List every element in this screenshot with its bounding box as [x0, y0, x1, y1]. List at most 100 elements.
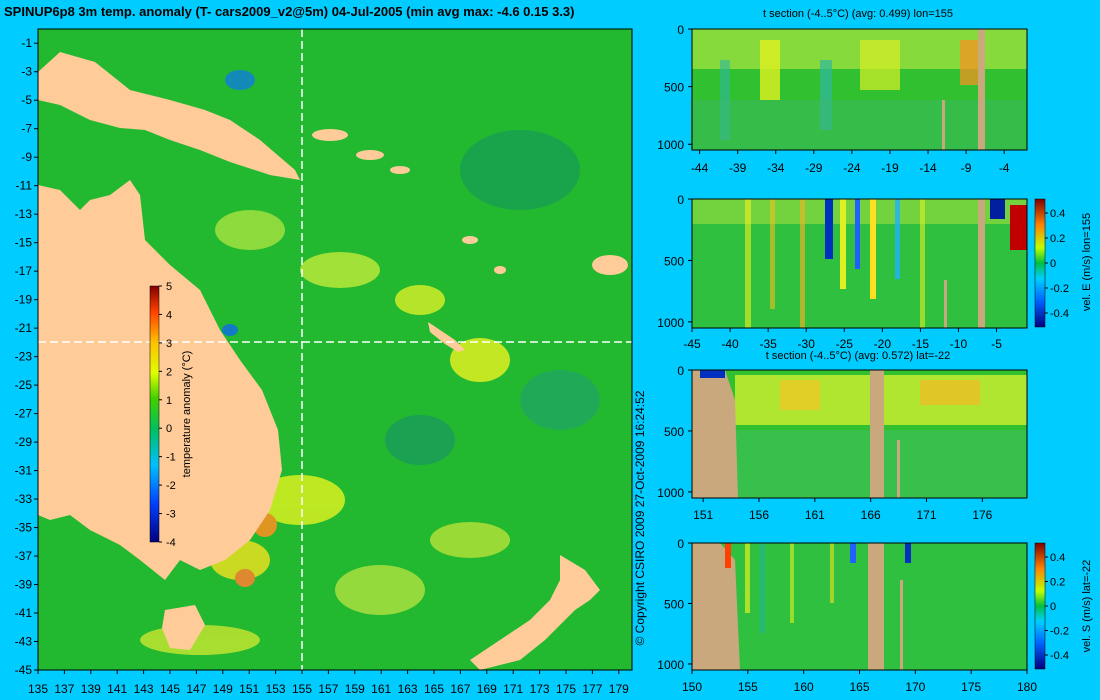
panel1-texture	[690, 29, 1027, 150]
temp-colorbar-tick-label: 1	[166, 395, 172, 407]
temp-colorbar-label: temperature anomaly (°C)	[181, 351, 193, 478]
map-x-tick-label: 177	[582, 682, 602, 696]
map-y-tick-label: -5	[21, 93, 32, 107]
panel1-y-tick-label: 500	[664, 81, 684, 95]
map-y-tick-label: -15	[15, 236, 33, 250]
panel3-x-tick-label: 161	[805, 508, 825, 522]
map-y-tick-label: -19	[15, 293, 33, 307]
panel4-y-tick-label: 500	[664, 597, 684, 611]
panel2-colorbar-tick-label: 0.2	[1050, 233, 1065, 245]
panel4-y-tick-label: 0	[677, 537, 684, 551]
map-x-tick-label: 135	[28, 682, 48, 696]
panel4-colorbar-tick-label: 0.4	[1050, 552, 1065, 564]
vel-e-colorbar-label: vel. E (m/s) lon=155	[1081, 213, 1093, 311]
panel3-x-tick-label: 176	[972, 508, 992, 522]
map-y-tick-label: -39	[15, 578, 33, 592]
temp-colorbar-tick-label: 2	[166, 366, 172, 378]
panel2-x-tick-label: -20	[874, 337, 892, 351]
vel-e-colorbar	[1034, 198, 1046, 328]
panel4-x-tick-label: 160	[794, 680, 814, 694]
map-y-tick-label: -37	[15, 549, 33, 563]
temp-colorbar-tick-label: -3	[166, 509, 176, 521]
panel1-x-ticks: -44 -39 -34 -29 -24 -19 -14 -9 -4	[691, 150, 1010, 175]
map-y-tick-label: -11	[16, 179, 33, 193]
panel2-x-tick-label: -40	[721, 337, 739, 351]
map-y-tick-label: -1	[21, 36, 32, 50]
panel3-x-tick-label: 156	[749, 508, 769, 522]
vel-e-colorbar-ticks: 0.4 0.2 0 -0.2 -0.4	[1045, 208, 1069, 320]
panel1-x-tick-label: -44	[691, 161, 709, 175]
main-title: SPINUP6p8 3m temp. anomaly (T- cars2009_…	[4, 4, 575, 19]
map-x-tick-label: 157	[318, 682, 338, 696]
panel3-x-tick-label: 171	[916, 508, 936, 522]
map-x-tick-label: 141	[107, 682, 127, 696]
map-x-tick-label: 165	[424, 682, 444, 696]
panel3-title: t section (-4..5°C) (avg: 0.572) lat=-22	[766, 350, 950, 362]
panel4-y-ticks: 0 500 1000	[657, 537, 692, 672]
map-frame	[37, 28, 633, 671]
map-y-tick-label: -33	[15, 492, 33, 506]
panel4-x-tick-label: 170	[905, 680, 925, 694]
map-x-tick-label: 145	[160, 682, 180, 696]
panel1-y-ticks: 0 500 1000	[657, 23, 692, 152]
panel2-x-tick-label: -25	[836, 337, 854, 351]
map-y-tick-label: -17	[15, 264, 33, 278]
map-x-tick-label: 137	[54, 682, 74, 696]
panel4-texture	[692, 543, 911, 670]
panel1-x-tick-label: -19	[881, 161, 899, 175]
panel2-y-tick-label: 500	[664, 254, 684, 268]
panel3-y-ticks: 0 500 1000	[657, 364, 692, 500]
panel2-x-tick-label: -15	[912, 337, 930, 351]
map-x-tick-label: 149	[213, 682, 233, 696]
map-x-tick-label: 139	[81, 682, 101, 696]
panel1-title: t section (-4..5°C) (avg: 0.499) lon=155	[763, 8, 953, 20]
panel4-x-tick-label: 175	[961, 680, 981, 694]
panel4-colorbar-tick-label: -0.4	[1050, 650, 1069, 662]
panel4-x-tick-label: 165	[849, 680, 869, 694]
temp-colorbar	[149, 285, 160, 543]
map-x-tick-label: 153	[266, 682, 286, 696]
panel1-x-tick-label: -14	[919, 161, 937, 175]
temp-colorbar-tick-label: -2	[166, 480, 176, 492]
map-x-ticks: 135 137 139 141 143 145 147 149 151 153 155 157 159 1…	[28, 670, 629, 696]
map-y-tick-label: -13	[15, 207, 33, 221]
panel2-y-tick-label: 1000	[657, 316, 684, 330]
panel4-x-tick-label: 180	[1017, 680, 1037, 694]
copyright-text: © Copyright CSIRO 2009 27-Oct-2009 16:24…	[633, 390, 647, 645]
panel4-y-tick-label: 1000	[657, 658, 684, 672]
panel2-x-tick-label: -10	[950, 337, 968, 351]
panel4-x-ticks: 150 155 160 165 170 175 180	[682, 670, 1037, 694]
map-x-tick-label: 159	[345, 682, 365, 696]
map-y-tick-label: -27	[15, 407, 33, 421]
panel4-colorbar-tick-label: 0.2	[1050, 577, 1065, 589]
panel2-texture	[692, 199, 1027, 328]
temp-colorbar-tick-label: 4	[166, 309, 172, 321]
map-y-tick-label: -45	[15, 663, 33, 677]
map-y-tick-label: -25	[15, 378, 33, 392]
panel2-y-tick-label: 0	[677, 193, 684, 207]
map-y-tick-label: -21	[15, 321, 33, 335]
panel4-plot	[692, 543, 1027, 670]
panel1-x-tick-label: -24	[843, 161, 861, 175]
temp-colorbar-tick-label: 3	[166, 338, 172, 350]
map-y-ticks: -1 -3 -5 -7 -9 -11 -13 -15 -17 -19 -21 -23 -25 -27 -29…	[15, 36, 38, 677]
panel4-x-tick-label: 150	[682, 680, 702, 694]
map-x-tick-label: 171	[503, 682, 523, 696]
panel3-texture	[692, 370, 1027, 498]
map-x-tick-label: 169	[477, 682, 497, 696]
panel1-x-tick-label: -34	[767, 161, 785, 175]
panel1-x-tick-label: -39	[729, 161, 747, 175]
panel2-colorbar-tick-label: -0.4	[1050, 308, 1069, 320]
temp-colorbar-ticks: 5 4 3 2 1 0 -1 -2 -3 -4	[159, 281, 176, 549]
panel2-y-ticks: 0 500 1000	[657, 193, 692, 330]
panel3-y-tick-label: 0	[677, 364, 684, 378]
panel2-colorbar-tick-label: 0	[1050, 258, 1056, 270]
map-x-tick-label: 163	[398, 682, 418, 696]
panel4-x-tick-label: 155	[738, 680, 758, 694]
panel1-x-tick-label: -4	[999, 161, 1010, 175]
map-x-tick-label: 175	[556, 682, 576, 696]
panel2-colorbar-tick-label: -0.2	[1050, 283, 1069, 295]
map-y-tick-label: -41	[15, 606, 33, 620]
panel4-colorbar-tick-label: 0	[1050, 601, 1056, 613]
